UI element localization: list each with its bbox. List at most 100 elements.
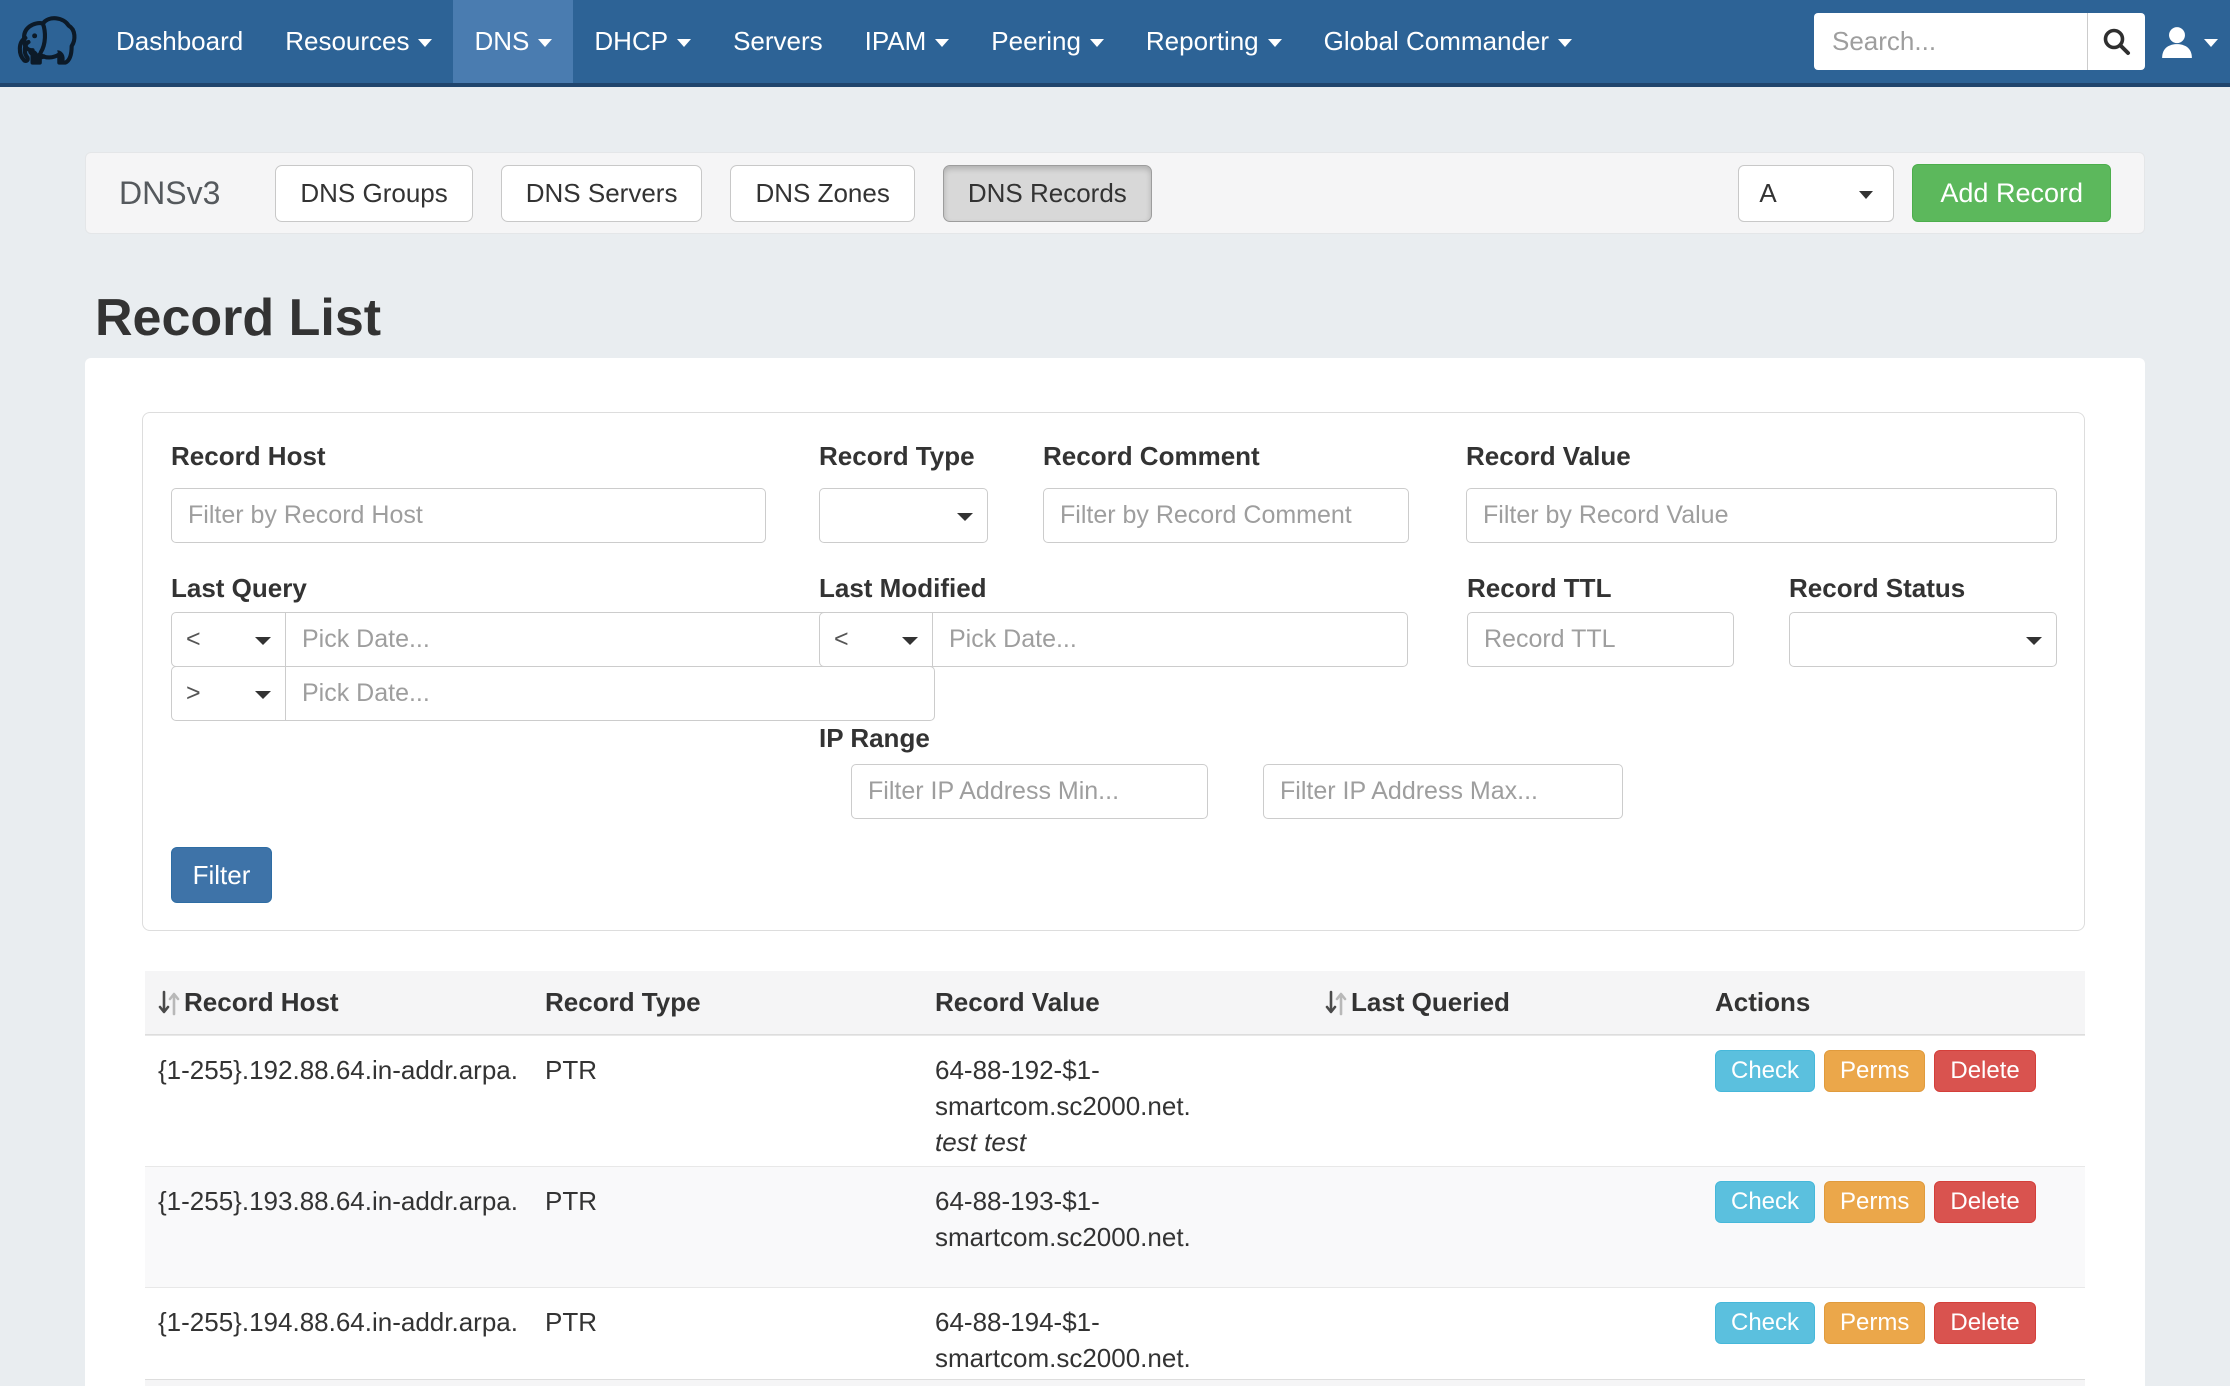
perms-button[interactable]: Perms xyxy=(1824,1302,1926,1344)
nav-item-servers[interactable]: Servers xyxy=(712,0,844,83)
chevron-down-icon xyxy=(2026,637,2042,645)
perms-button[interactable]: Perms xyxy=(1824,1050,1926,1092)
nav-item-dashboard[interactable]: Dashboard xyxy=(95,0,264,83)
last-modified-date-input[interactable] xyxy=(932,612,1408,667)
header-actions: Actions xyxy=(1702,987,2085,1018)
nav-label: Servers xyxy=(733,26,823,56)
search-input[interactable] xyxy=(1814,13,2087,70)
chevron-down-icon xyxy=(255,691,271,699)
check-button[interactable]: Check xyxy=(1715,1181,1816,1223)
record-status-filter-select[interactable] xyxy=(1789,612,2057,667)
header-record-host[interactable]: Record Host xyxy=(145,987,532,1018)
record-type-cell: PTR xyxy=(545,1307,597,1337)
chevron-down-icon xyxy=(935,39,950,47)
ip-range-label: IP Range xyxy=(819,723,930,753)
last-queried-cell xyxy=(1312,1288,1702,1386)
filter-panel: Record Host Record Type Record Comment R… xyxy=(142,412,2085,931)
check-button[interactable]: Check xyxy=(1715,1302,1816,1344)
header-label: Record Type xyxy=(545,987,701,1017)
last-modified-op-select[interactable]: < xyxy=(819,612,933,667)
nav-item-reporting[interactable]: Reporting xyxy=(1125,0,1303,83)
ip-min-filter-input[interactable] xyxy=(851,764,1208,819)
record-comment-filter-input[interactable] xyxy=(1043,488,1409,543)
record-type-select[interactable]: A xyxy=(1738,164,1895,222)
nav-label: Dashboard xyxy=(116,26,244,56)
table-row: {1-255}.194.88.64.in-addr.arpa. PTR 64-8… xyxy=(145,1287,2085,1379)
record-ttl-label: Record TTL xyxy=(1467,573,1612,603)
nav-label: Reporting xyxy=(1145,26,1259,56)
last-query-op1-select[interactable]: < xyxy=(171,612,286,667)
module-title: DNSv3 xyxy=(119,174,221,211)
record-comment-text: test test xyxy=(935,1127,1027,1157)
record-type-selected-value: A xyxy=(1759,177,1777,208)
user-icon xyxy=(2162,26,2192,58)
nav-label: Peering xyxy=(991,26,1081,56)
tab-dns-servers[interactable]: DNS Servers xyxy=(500,164,703,222)
record-value-filter-input[interactable] xyxy=(1466,488,2057,543)
actions-cell: Check Perms Delete xyxy=(1702,1167,2085,1287)
chevron-down-icon xyxy=(255,637,271,645)
nav-item-dns[interactable]: DNS xyxy=(453,0,574,83)
operator-value: < xyxy=(834,625,849,653)
page-title: Record List xyxy=(95,289,382,347)
record-list-card: Record Host Record Type Record Comment R… xyxy=(85,358,2145,1386)
navbar-search xyxy=(1814,13,2145,70)
sort-icon[interactable] xyxy=(1325,988,1347,1018)
header-record-type: Record Type xyxy=(532,987,922,1018)
chevron-down-icon xyxy=(418,39,433,47)
search-button[interactable] xyxy=(2087,13,2145,70)
tab-dns-groups[interactable]: DNS Groups xyxy=(275,164,473,222)
chevron-down-icon xyxy=(957,513,973,521)
sort-icon[interactable] xyxy=(158,988,180,1018)
record-host-cell: {1-255}.192.88.64.in-addr.arpa. xyxy=(158,1055,518,1085)
records-table: Record Host Record Type Record Value Las… xyxy=(145,971,2085,1386)
tab-dns-records[interactable]: DNS Records xyxy=(942,164,1152,222)
record-value-text: 64-88-193-$1-smartcom.sc2000.net. xyxy=(935,1186,1191,1252)
nav-item-dhcp[interactable]: DHCP xyxy=(573,0,712,83)
chevron-down-icon xyxy=(902,637,918,645)
record-ttl-filter-input[interactable] xyxy=(1467,612,1734,667)
add-record-button[interactable]: Add Record xyxy=(1912,164,2111,222)
chevron-down-icon xyxy=(677,39,692,47)
nav-label: DNS xyxy=(474,26,530,56)
nav-label: Resources xyxy=(285,26,410,56)
nav-item-ipam[interactable]: IPAM xyxy=(844,0,971,83)
ip-max-filter-input[interactable] xyxy=(1263,764,1623,819)
record-host-filter-input[interactable] xyxy=(171,488,766,543)
tab-dns-zones[interactable]: DNS Zones xyxy=(730,164,915,222)
operator-value: < xyxy=(186,625,201,653)
filter-submit-button[interactable]: Filter xyxy=(171,847,272,903)
chevron-down-icon xyxy=(538,39,553,47)
nav-item-global-commander[interactable]: Global Commander xyxy=(1303,0,1593,83)
table-row: {1-255}.193.88.64.in-addr.arpa. PTR 64-8… xyxy=(145,1166,2085,1287)
last-query-op2-select[interactable]: > xyxy=(171,666,286,721)
last-queried-cell xyxy=(1312,1167,1702,1287)
nav-item-resources[interactable]: Resources xyxy=(264,0,453,83)
record-status-label: Record Status xyxy=(1789,573,1966,603)
chevron-down-icon xyxy=(1859,190,1874,199)
actions-cell: Check Perms Delete xyxy=(1702,1036,2085,1176)
top-navbar: Dashboard Resources DNS DHCP Servers IPA… xyxy=(0,0,2230,87)
last-modified-label: Last Modified xyxy=(819,573,987,603)
delete-button[interactable]: Delete xyxy=(1934,1181,2036,1223)
record-type-filter-select[interactable] xyxy=(819,488,988,543)
record-value-text: 64-88-194-$1-smartcom.sc2000.net. xyxy=(935,1307,1191,1373)
header-label: Record Host xyxy=(184,987,339,1017)
check-button[interactable]: Check xyxy=(1715,1050,1816,1092)
user-menu[interactable] xyxy=(2160,22,2230,62)
header-label: Record Value xyxy=(935,987,1100,1017)
dns-toolbar: DNSv3 DNS Groups DNS Servers DNS Zones D… xyxy=(85,152,2145,234)
header-last-queried[interactable]: Last Queried xyxy=(1312,987,1702,1018)
record-host-cell: {1-255}.194.88.64.in-addr.arpa. xyxy=(158,1307,518,1337)
nav-label: Global Commander xyxy=(1323,26,1550,56)
toolbar-right-group: A Add Record xyxy=(1738,164,2111,222)
nav-item-peering[interactable]: Peering xyxy=(970,0,1125,83)
record-comment-label: Record Comment xyxy=(1043,441,1260,471)
operator-value: > xyxy=(186,679,201,707)
delete-button[interactable]: Delete xyxy=(1934,1302,2036,1344)
app-logo[interactable] xyxy=(0,0,95,83)
delete-button[interactable]: Delete xyxy=(1934,1050,2036,1092)
last-query-date2-input[interactable] xyxy=(285,666,935,721)
perms-button[interactable]: Perms xyxy=(1824,1181,1926,1223)
chevron-down-icon xyxy=(1558,39,1573,47)
